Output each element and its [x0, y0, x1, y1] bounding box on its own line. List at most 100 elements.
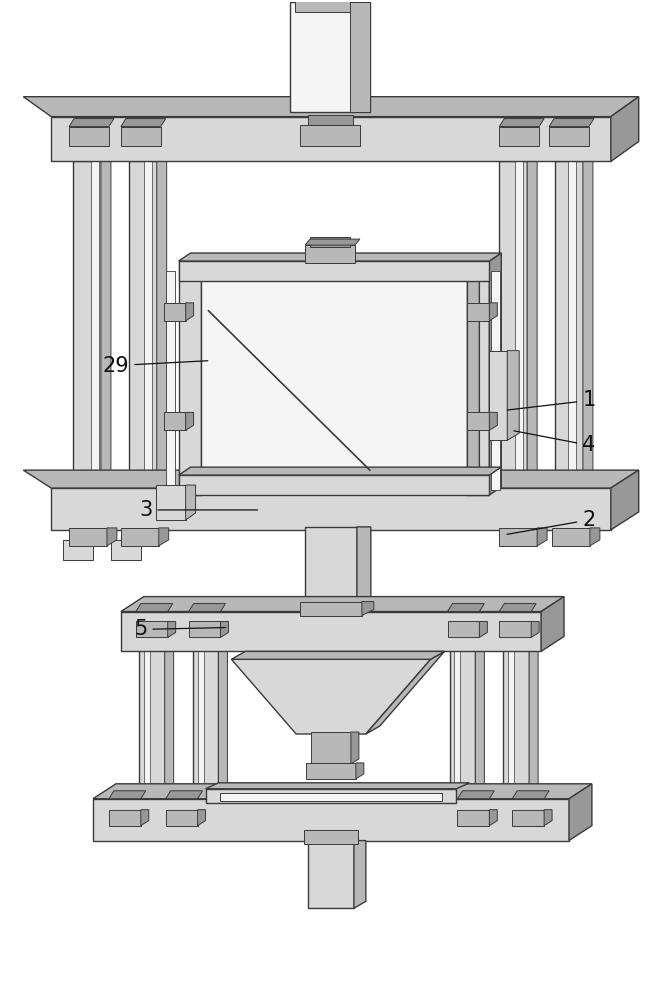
Bar	[290, 2, 370, 112]
Polygon shape	[489, 303, 497, 321]
Polygon shape	[179, 467, 501, 475]
Bar	[304, 830, 358, 844]
Bar	[449, 649, 475, 799]
Polygon shape	[512, 791, 549, 799]
Bar	[457, 810, 489, 826]
Polygon shape	[23, 97, 639, 117]
Bar	[455, 649, 461, 799]
Bar	[350, 2, 370, 112]
Polygon shape	[136, 604, 173, 612]
Bar	[448, 621, 479, 637]
Polygon shape	[205, 783, 469, 789]
Polygon shape	[448, 604, 485, 612]
Bar	[164, 412, 185, 430]
Text: 29: 29	[103, 356, 208, 376]
Bar	[156, 485, 185, 520]
Bar	[555, 161, 583, 490]
Bar	[111, 540, 141, 560]
Bar	[467, 303, 489, 321]
Bar	[306, 763, 356, 779]
Polygon shape	[197, 810, 205, 826]
Polygon shape	[218, 641, 228, 799]
Polygon shape	[121, 597, 564, 612]
Bar	[193, 649, 218, 799]
Polygon shape	[527, 151, 537, 490]
Polygon shape	[529, 641, 538, 799]
Polygon shape	[479, 621, 487, 637]
Bar	[139, 649, 165, 799]
Text: 5: 5	[134, 619, 226, 639]
Bar	[305, 245, 355, 263]
Polygon shape	[475, 641, 485, 799]
Bar	[121, 528, 159, 546]
Polygon shape	[457, 791, 495, 799]
Bar	[179, 475, 489, 495]
Bar	[144, 649, 150, 799]
Bar	[69, 528, 107, 546]
Bar	[568, 161, 576, 490]
Bar	[189, 621, 220, 637]
Polygon shape	[467, 258, 479, 475]
Bar	[197, 649, 203, 799]
Polygon shape	[232, 651, 444, 659]
Polygon shape	[141, 810, 149, 826]
Polygon shape	[220, 621, 228, 637]
Bar	[300, 602, 362, 616]
Bar	[311, 732, 351, 764]
Polygon shape	[549, 119, 594, 127]
Polygon shape	[489, 253, 501, 495]
Polygon shape	[166, 791, 203, 799]
Polygon shape	[366, 651, 444, 734]
Polygon shape	[611, 470, 639, 530]
Polygon shape	[489, 412, 497, 430]
Polygon shape	[101, 151, 111, 490]
Text: 3: 3	[139, 500, 258, 520]
Polygon shape	[185, 303, 193, 321]
Bar	[310, 237, 350, 247]
Polygon shape	[159, 528, 169, 546]
Bar	[295, 0, 365, 12]
Polygon shape	[531, 621, 539, 637]
Polygon shape	[107, 528, 117, 546]
Bar	[63, 540, 93, 560]
Bar	[467, 261, 489, 495]
Polygon shape	[179, 253, 501, 261]
Bar	[503, 649, 529, 799]
Text: 1: 1	[507, 390, 596, 410]
Polygon shape	[167, 621, 175, 637]
Bar	[305, 527, 357, 605]
Bar	[144, 161, 152, 490]
Polygon shape	[499, 119, 544, 127]
Bar	[164, 303, 185, 321]
Polygon shape	[354, 841, 366, 908]
Polygon shape	[69, 119, 114, 127]
Polygon shape	[507, 351, 519, 440]
Polygon shape	[544, 810, 552, 826]
Bar	[51, 117, 611, 161]
Bar	[91, 161, 99, 490]
Polygon shape	[165, 641, 173, 799]
Polygon shape	[121, 119, 166, 127]
Bar	[467, 412, 489, 430]
Bar	[308, 841, 354, 908]
Bar	[166, 810, 197, 826]
Polygon shape	[185, 412, 193, 430]
Polygon shape	[356, 763, 364, 779]
Bar	[166, 271, 175, 490]
Bar	[109, 810, 141, 826]
Bar	[121, 127, 161, 146]
Polygon shape	[305, 239, 360, 245]
Bar	[499, 621, 531, 637]
Bar	[121, 612, 541, 651]
Polygon shape	[357, 527, 371, 605]
Bar	[129, 161, 157, 490]
Polygon shape	[109, 791, 146, 799]
Bar	[552, 528, 590, 546]
Polygon shape	[583, 151, 593, 490]
Bar	[499, 127, 539, 146]
Polygon shape	[541, 597, 564, 651]
Bar	[51, 488, 611, 530]
Bar	[300, 125, 360, 146]
Polygon shape	[23, 470, 639, 488]
Bar	[201, 266, 467, 475]
